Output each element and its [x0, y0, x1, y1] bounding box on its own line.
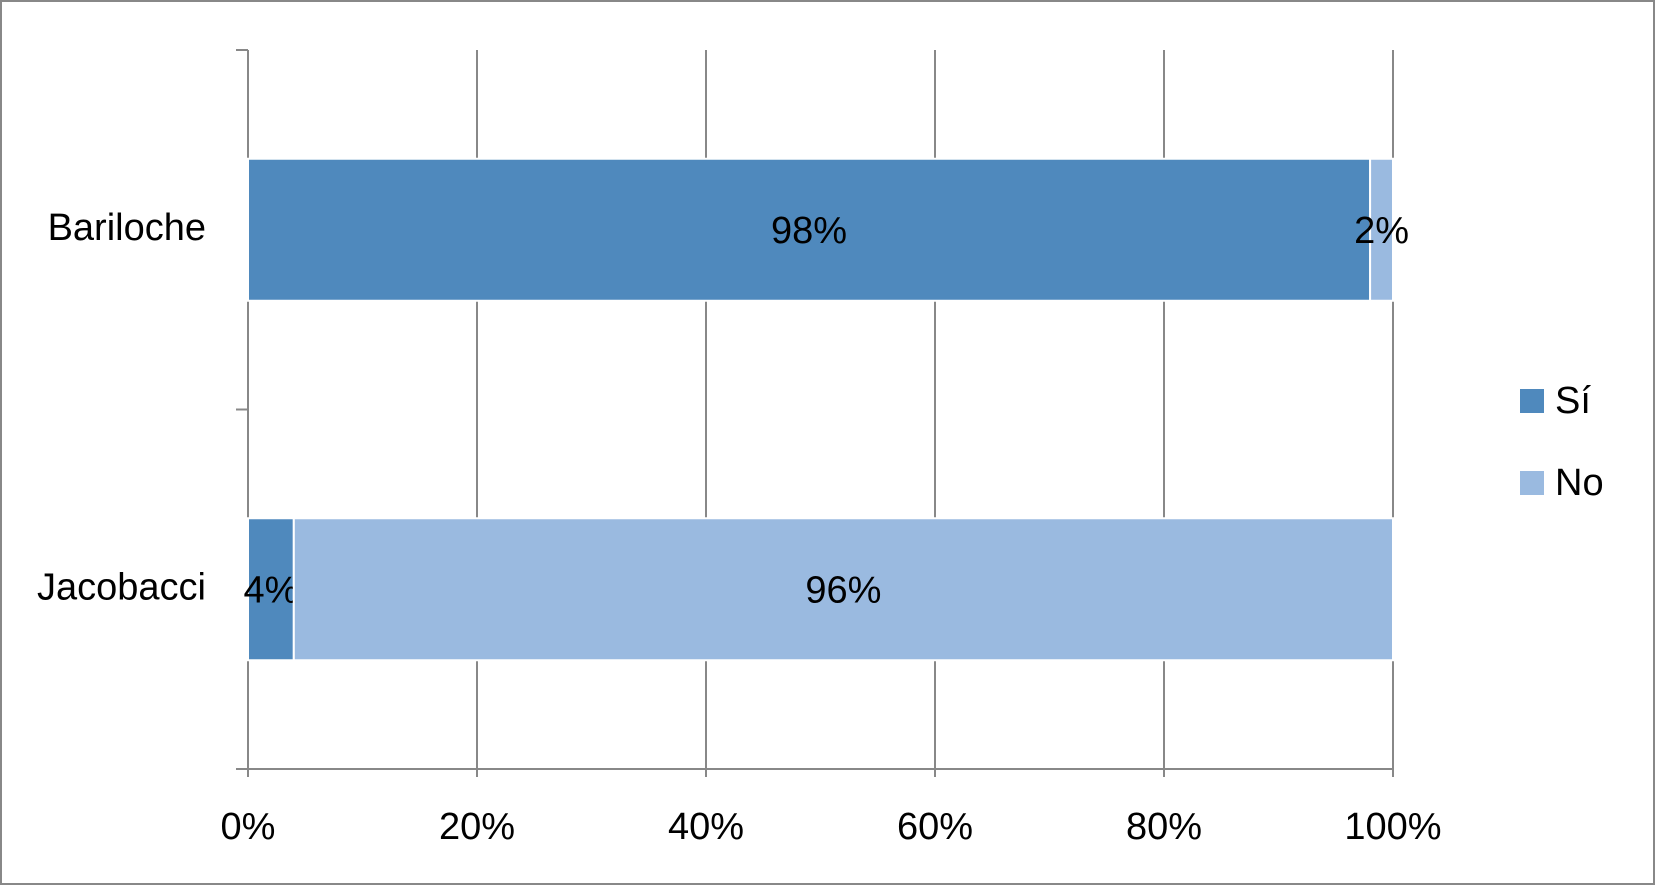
- y-tick-label: Bariloche: [48, 207, 206, 249]
- x-tick-label: 80%: [1126, 806, 1202, 848]
- x-tick-label: 100%: [1344, 806, 1441, 848]
- y-tick-label: Jacobacci: [37, 566, 206, 608]
- legend-swatch: [1520, 471, 1544, 495]
- x-tick-label: 60%: [897, 806, 973, 848]
- legend-swatch: [1520, 389, 1544, 413]
- bar-segment: [292, 517, 1394, 662]
- legend-label: Sí: [1555, 380, 1591, 422]
- data-label: 4%: [243, 569, 298, 611]
- x-tick-label: 0%: [221, 806, 276, 848]
- data-label: 2%: [1354, 210, 1409, 252]
- bar-segment: [247, 517, 295, 662]
- data-label: 98%: [771, 210, 847, 252]
- bar-segment: [1369, 157, 1394, 302]
- x-tick-label: 40%: [668, 806, 744, 848]
- x-tick-label: 20%: [439, 806, 515, 848]
- bar-segment: [247, 157, 1372, 302]
- legend-label: No: [1555, 462, 1604, 504]
- data-label: 96%: [805, 569, 881, 611]
